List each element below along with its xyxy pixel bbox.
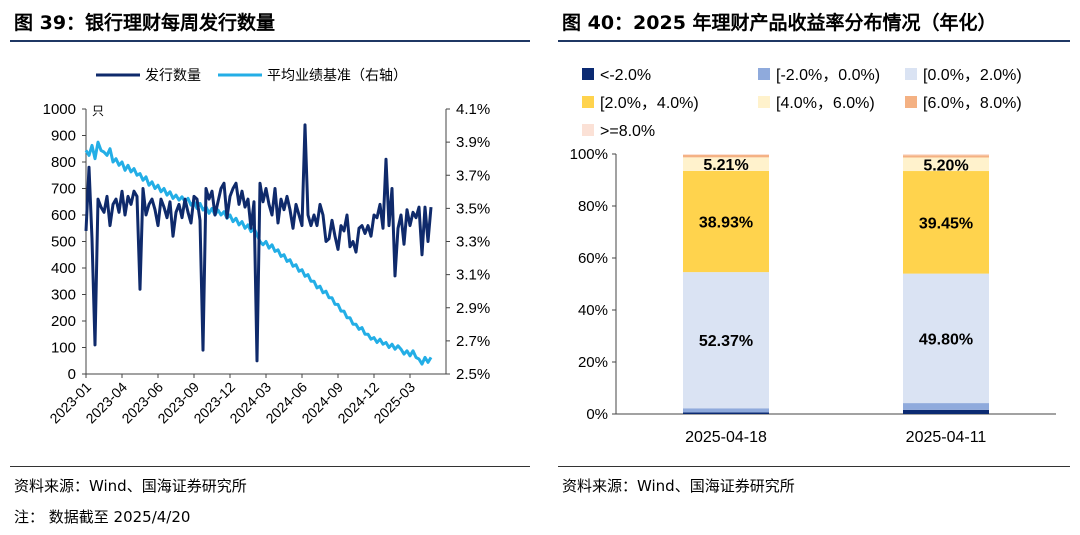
right-figure-title: 图 40：2025 年理财产品收益率分布情况（年化） bbox=[562, 12, 997, 34]
legend-swatch bbox=[582, 124, 594, 136]
bar-segment bbox=[683, 155, 769, 158]
bar-y-tick-label: 80% bbox=[578, 198, 608, 215]
bar-segment bbox=[903, 154, 989, 156]
legend-swatch bbox=[758, 68, 770, 80]
left-title-rule bbox=[10, 40, 530, 42]
left-y-tick-label: 700 bbox=[51, 181, 76, 198]
bar-segment bbox=[903, 157, 989, 172]
left-y-tick-label: 400 bbox=[51, 260, 76, 277]
right-y-tick-label: 3.1% bbox=[456, 267, 490, 284]
left-y-tick-label: 0 bbox=[68, 366, 76, 383]
legend-swatch bbox=[582, 68, 594, 80]
legend-swatch bbox=[905, 68, 917, 80]
right-y-tick-label: 3.9% bbox=[456, 134, 490, 151]
series-line-issuance bbox=[84, 123, 433, 363]
left-y-tick-label: 800 bbox=[51, 154, 76, 171]
legend-label: [4.0%，6.0%) bbox=[776, 95, 875, 112]
right-y-tick-label: 2.7% bbox=[456, 333, 490, 350]
left-y-tick-label: 200 bbox=[51, 313, 76, 330]
legend-swatch bbox=[758, 96, 770, 108]
legend-label: [2.0%，4.0%) bbox=[600, 95, 699, 112]
bar-segment bbox=[903, 403, 989, 410]
bar-segment bbox=[903, 409, 989, 414]
right-y-tick-label: 3.7% bbox=[456, 167, 490, 184]
legend-swatch bbox=[582, 96, 594, 108]
bar-data-label: 49.80% bbox=[919, 331, 973, 348]
bar-data-label: 52.37% bbox=[699, 333, 753, 350]
right-y-tick-label: 2.9% bbox=[456, 300, 490, 317]
legend-label: [6.0%，8.0%) bbox=[923, 95, 1022, 112]
bar-y-tick-label: 40% bbox=[578, 302, 608, 319]
right-y-tick-label: 3.5% bbox=[456, 200, 490, 217]
left-y-tick-label: 900 bbox=[51, 128, 76, 145]
legend-label: [0.0%，2.0%) bbox=[923, 67, 1022, 84]
right-y-tick-label: 4.1% bbox=[456, 101, 490, 118]
yield-distribution-stacked-bar: <-2.0% [-2.0%，0.0%) [0.0%，2.0%) [2.0%，4.0%)… bbox=[570, 67, 1056, 446]
issuance-line-chart: 发行数量 平均业绩基准（右轴） 0 100 200 300 400 500 600 700 80… bbox=[43, 67, 491, 426]
legend-swatch bbox=[905, 96, 917, 108]
bar-y-tick-label: 60% bbox=[578, 250, 608, 267]
right-source: 资料来源：Wind、国海证券研究所 bbox=[562, 477, 795, 495]
bar-category-label: 2025-04-11 bbox=[906, 429, 987, 446]
bar-segment bbox=[683, 412, 769, 414]
left-source: 资料来源：Wind、国海证券研究所 bbox=[14, 477, 247, 495]
bar-y-tick-label: 0% bbox=[586, 406, 608, 423]
left-y-tick-label: 1000 bbox=[43, 101, 76, 118]
left-y-tick-label: 300 bbox=[51, 287, 76, 304]
left-figure-title: 图 39：银行理财每周发行数量 bbox=[14, 12, 276, 34]
bar-segment bbox=[683, 154, 769, 156]
legend-label: <-2.0% bbox=[600, 67, 651, 84]
bar-segment bbox=[903, 273, 989, 404]
legend-label: [-2.0%，0.0%) bbox=[776, 67, 880, 84]
left-y-tick-label: 600 bbox=[51, 207, 76, 224]
bar-y-tick-label: 20% bbox=[578, 354, 608, 371]
bar-segment bbox=[683, 408, 769, 413]
legend-label: >=8.0% bbox=[600, 123, 655, 140]
bar-data-label: 39.45% bbox=[919, 215, 973, 232]
bar-segment bbox=[903, 155, 989, 158]
bar-y-tick-label: 100% bbox=[570, 146, 608, 163]
bar-segment bbox=[683, 170, 769, 273]
left-note: 注： 数据截至 2025/4/20 bbox=[14, 508, 191, 526]
legend-label-benchmark: 平均业绩基准（右轴） bbox=[267, 67, 407, 83]
left-legend: 发行数量 平均业绩基准（右轴） bbox=[96, 67, 407, 83]
right-title-rule bbox=[558, 40, 1070, 42]
left-y-tick-label: 500 bbox=[51, 234, 76, 251]
bar-segment bbox=[903, 171, 989, 274]
bar-data-label: 5.20% bbox=[923, 157, 968, 174]
bar-segment bbox=[683, 157, 769, 171]
bar-data-label: 5.21% bbox=[703, 157, 748, 174]
right-y-tick-label: 3.3% bbox=[456, 234, 490, 251]
right-y-tick-label: 2.5% bbox=[456, 366, 490, 383]
left-footer-rule bbox=[10, 466, 530, 467]
right-footer-rule bbox=[558, 466, 1070, 467]
left-y-tick-label: 100 bbox=[51, 340, 76, 357]
bar-data-label: 38.93% bbox=[699, 215, 753, 232]
bar-category-label: 2025-04-18 bbox=[685, 429, 767, 446]
y-unit-label: 只 bbox=[92, 104, 104, 118]
bar-segment bbox=[683, 272, 769, 409]
legend-label-issuance: 发行数量 bbox=[145, 67, 201, 83]
